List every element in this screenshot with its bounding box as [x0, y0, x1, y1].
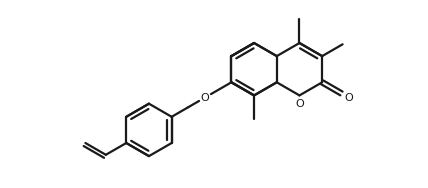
Text: O: O — [200, 93, 209, 103]
Text: O: O — [295, 99, 304, 108]
Text: O: O — [344, 92, 353, 102]
